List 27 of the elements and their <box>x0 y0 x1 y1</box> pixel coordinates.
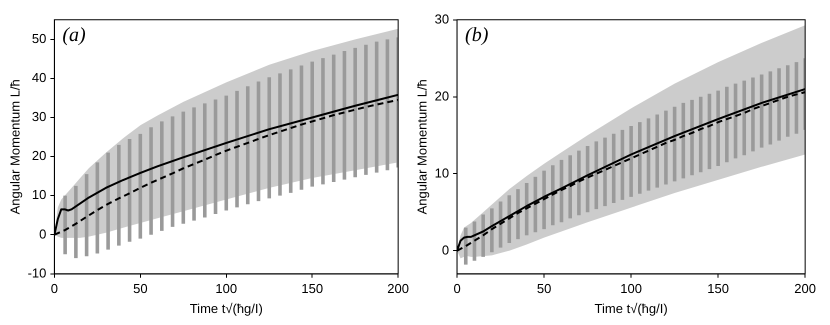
y-tick-label: 0 <box>442 242 450 258</box>
x-tick-label: 150 <box>707 281 729 296</box>
y-tick-label: 20 <box>32 148 46 164</box>
x-axis-title: Time t√(ħg/I) <box>190 300 263 316</box>
x-tick-label: 200 <box>387 281 410 296</box>
x-axis-title: Time t√(ħg/I) <box>594 300 668 316</box>
y-tick-label: 40 <box>32 70 46 85</box>
x-tick-label: 100 <box>215 281 238 296</box>
x-tick-label: 100 <box>620 281 642 296</box>
y-tick-label: 10 <box>32 187 46 202</box>
x-tick-label: 0 <box>50 281 58 296</box>
y-tick-label: 20 <box>434 88 450 104</box>
chart-title: (a) <box>62 24 86 46</box>
chart-title: (b) <box>465 24 489 46</box>
y-tick-label: 30 <box>434 11 450 26</box>
x-tick-label: 50 <box>536 281 552 296</box>
y-tick-label: 30 <box>32 109 46 124</box>
y-tick-label: 10 <box>434 165 450 180</box>
x-tick-label: 0 <box>453 281 461 296</box>
y-axis-title: Angular Momentum L/ħ <box>7 79 22 214</box>
x-tick-label: 200 <box>794 281 816 296</box>
y-tick-label: 0 <box>39 226 46 242</box>
y-tick-label: -10 <box>28 265 46 280</box>
y-tick-label: 50 <box>32 30 46 46</box>
x-tick-label: 150 <box>301 281 324 296</box>
y-axis-title: Angular Momentum L/ħ <box>414 79 430 214</box>
x-tick-label: 50 <box>133 281 148 296</box>
